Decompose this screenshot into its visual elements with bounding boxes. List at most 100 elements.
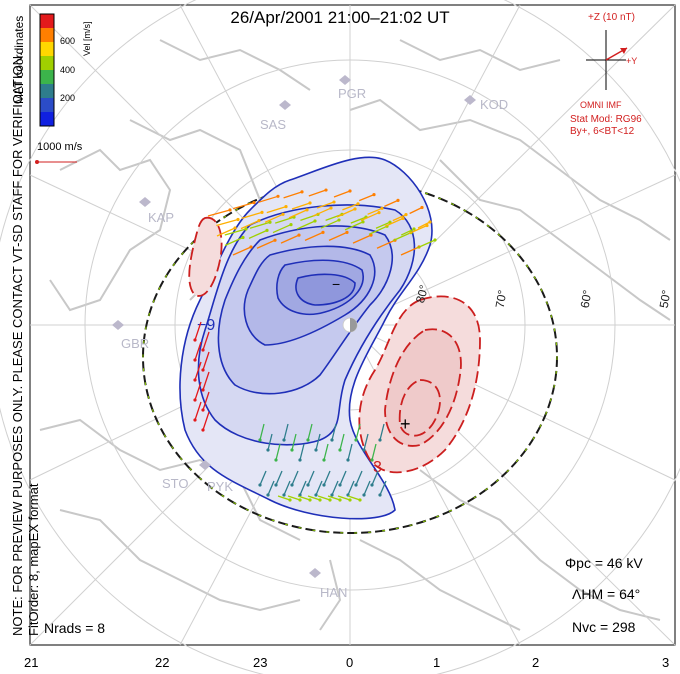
velocity-vector-origin — [338, 498, 342, 502]
velocity-vector-origin — [252, 201, 256, 205]
station-sas: SAS — [260, 117, 287, 132]
velocity-vector — [400, 246, 420, 256]
velocity-vector — [194, 361, 202, 381]
mlt-tick-3: 3 — [662, 655, 670, 670]
velocity-vector — [267, 433, 273, 451]
velocity-vector-origin — [265, 228, 269, 232]
velocity-vector-origin — [274, 483, 278, 487]
velocity-vector-origin — [282, 438, 286, 442]
velocity-vector-origin — [338, 448, 342, 452]
velocity-vector — [194, 381, 202, 401]
page-title: 26/Apr/2001 21:00–21:02 UT — [230, 8, 450, 27]
stat-lambda-hm: ΛHM = 64° — [572, 586, 641, 602]
velocity-vector-origin — [324, 188, 328, 192]
velocity-vector — [258, 195, 279, 203]
velocity-vector — [315, 433, 321, 451]
velocity-vector-origin — [370, 458, 374, 462]
velocity-vector — [194, 341, 202, 361]
velocity-vector-origin — [308, 498, 312, 502]
velocity-vector-origin — [201, 428, 205, 432]
positive-contour-3 — [398, 379, 441, 437]
mlt-tick-23: 23 — [253, 655, 268, 670]
velocity-vector — [267, 480, 275, 496]
velocity-vector — [207, 209, 231, 217]
velocity-vector-origin — [388, 220, 392, 224]
velocity-vector — [379, 480, 387, 496]
velocity-vector — [400, 228, 415, 236]
velocity-vector — [304, 231, 324, 241]
velocity-vector — [347, 495, 361, 501]
velocity-vector-origin — [233, 226, 237, 230]
mlt-tick-2: 2 — [532, 655, 540, 670]
velocity-vector-origin — [328, 498, 332, 502]
velocity-vector-origin — [281, 212, 285, 216]
colorbar-tick-600: 600 — [60, 36, 76, 46]
velocity-vector-origin — [377, 210, 381, 215]
velocity-vector-origin — [356, 202, 360, 206]
velocity-vector-origin — [298, 458, 302, 462]
colorbar-tick-200: 200 — [60, 93, 76, 103]
velocity-vector-origin — [258, 438, 262, 442]
velocity-vector — [371, 443, 377, 461]
velocity-vector-origin — [348, 498, 352, 502]
velocity-vector — [331, 423, 337, 441]
colorbar-segment — [40, 70, 54, 85]
preview-note: NOTE: FOR PREVIEW PURPOSES ONLY. PLEASE … — [10, 52, 25, 636]
velocity-vector — [202, 411, 210, 431]
velocity-vector — [283, 423, 289, 441]
velocity-vector — [384, 199, 399, 207]
velocity-vector — [384, 217, 404, 227]
velocity-vector — [379, 423, 385, 441]
velocity-vector-origin — [433, 238, 437, 242]
velocity-vector-origin — [276, 194, 280, 198]
imf-model-line2: By+, 6<BT<12 — [570, 126, 635, 137]
imf-model-line1: Stat Mod: RG96 — [570, 114, 642, 125]
colorbar-segment — [40, 14, 54, 29]
mlt-tick-21: 21 — [24, 655, 39, 670]
velocity-vector-origin — [361, 220, 365, 224]
velocity-vector — [317, 495, 331, 501]
velocity-vector-origin — [306, 438, 310, 442]
velocity-vector — [272, 223, 292, 234]
velocity-vector-origin — [201, 408, 205, 412]
velocity-vector — [216, 218, 239, 227]
velocity-vector-origin — [314, 448, 318, 452]
velocity-vector — [417, 221, 431, 229]
velocity-vector-origin — [318, 498, 322, 502]
colorbar-segment — [40, 56, 54, 71]
station-kap: KAP — [148, 210, 175, 225]
velocity-vector-origin — [322, 458, 326, 462]
velocity-vector — [316, 201, 335, 209]
velocity-vector-origin — [362, 493, 366, 497]
velocity-vector — [280, 234, 300, 244]
velocity-vector — [264, 213, 284, 223]
velocity-vector-origin — [314, 493, 318, 497]
velocity-vector-origin — [313, 219, 317, 223]
velocity-vector — [375, 221, 391, 229]
velocity-vector-origin — [260, 210, 264, 214]
velocity-vector-origin — [266, 448, 270, 452]
velocity-vector-origin — [330, 493, 334, 497]
velocity-vector-origin — [282, 493, 286, 497]
velocity-vector-origin — [201, 368, 205, 372]
velocity-vector — [363, 433, 369, 451]
velocity-vector-origin — [345, 230, 349, 234]
velocity-vector — [320, 219, 340, 229]
velocity-vector — [392, 232, 412, 242]
velocity-vector — [259, 470, 267, 486]
velocity-vector — [275, 443, 281, 461]
colorbar-segment — [40, 98, 54, 113]
velocity-vector — [259, 423, 265, 441]
velocity-vector — [392, 214, 407, 222]
velocity-vector — [224, 236, 244, 247]
velocity-vector-origin — [332, 200, 336, 204]
velocity-vector — [363, 480, 371, 496]
colorbar-segment — [40, 84, 54, 99]
velocity-vector — [202, 331, 210, 351]
station-markers — [112, 75, 476, 578]
velocity-vector-origin — [193, 398, 197, 402]
stat-phi-pc: Φpc = 46 kV — [565, 555, 643, 571]
colorbar-segment — [40, 28, 54, 43]
velocity-vector-origin — [420, 205, 424, 210]
velocity-vector — [344, 221, 364, 231]
